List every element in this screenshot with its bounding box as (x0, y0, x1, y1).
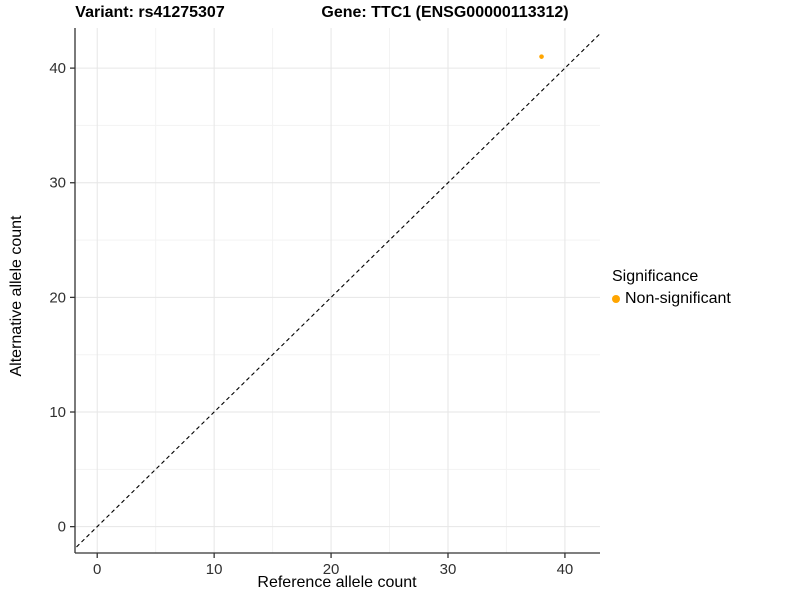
variant-title: Variant: rs41275307 (75, 4, 225, 21)
scatter-point (539, 54, 544, 59)
svg-text:20: 20 (49, 289, 66, 306)
x-axis-title: Reference allele count (257, 574, 417, 591)
data-points (539, 54, 544, 59)
svg-text:0: 0 (93, 561, 101, 578)
svg-text:10: 10 (49, 404, 66, 421)
gridlines-major (75, 28, 600, 553)
svg-text:10: 10 (206, 561, 223, 578)
y-axis-title: Alternative allele count (8, 215, 25, 377)
legend: Significance Non-significant (612, 268, 731, 308)
gene-title: Gene: TTC1 (ENSG00000113312) (321, 4, 569, 21)
svg-text:30: 30 (49, 175, 66, 192)
legend-item-label: Non-significant (625, 290, 731, 307)
legend-title: Significance (612, 268, 699, 285)
y-tick-labels: 0 10 20 30 40 (49, 60, 66, 536)
legend-point-icon (612, 295, 620, 303)
axis-tick-marks (70, 67, 566, 558)
svg-text:20: 20 (323, 561, 340, 578)
legend-item-non-significant: Non-significant (612, 290, 731, 308)
x-tick-labels: 0 10 20 30 40 (93, 561, 573, 578)
gridlines-minor (75, 28, 600, 553)
svg-text:0: 0 (58, 519, 66, 536)
identity-reference-line (75, 32, 600, 550)
svg-text:40: 40 (49, 60, 66, 77)
svg-text:40: 40 (557, 561, 574, 578)
svg-text:30: 30 (440, 561, 457, 578)
axis-lines (74, 28, 600, 554)
